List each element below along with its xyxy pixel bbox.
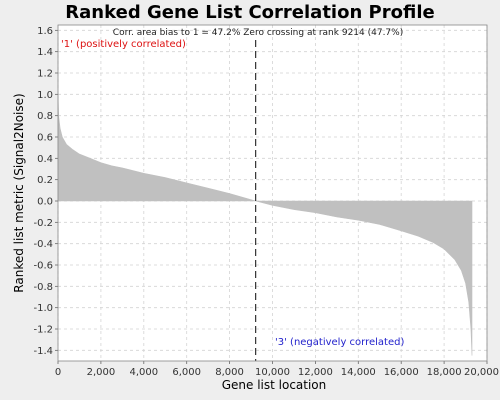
y-tick-label: -0.6 (33, 261, 53, 272)
y-tick-label: 0.2 (37, 175, 53, 186)
y-tick-label: -1.4 (33, 346, 53, 357)
x-tick-label: 6,000 (172, 367, 201, 378)
y-tick-label: -1.2 (33, 325, 53, 336)
x-tick-label: 18,000 (427, 367, 462, 378)
y-tick-label: 0.4 (37, 154, 53, 165)
y-tick-label: 0.0 (37, 197, 53, 208)
series-area (57, 94, 473, 356)
x-tick-label: 12,000 (298, 367, 333, 378)
y-tick-label: -1.0 (33, 303, 53, 314)
tick-layer: 1.6 1.4 1.2 1.0 0.8 0.6 0.4 0.2 0.0 -0.2 -0.4 -0.6 -… (33, 26, 499, 378)
y-tick-label: 1.0 (37, 90, 53, 101)
x-tick-label: 16,000 (384, 367, 419, 378)
plot-area-border (57, 24, 488, 362)
positive-correlation-label: '1' (positively correlated) (61, 39, 186, 50)
y-tick-label: 1.2 (37, 69, 53, 80)
y-tick-label: 0.8 (37, 111, 53, 122)
chart-title: Ranked Gene List Correlation Profile (65, 2, 434, 23)
y-tick-label: -0.8 (33, 282, 53, 293)
x-tick-label: 8,000 (215, 367, 244, 378)
y-tick-label: 0.6 (37, 133, 53, 144)
negative-correlation-label: '3' (negatively correlated) (275, 337, 404, 348)
x-tick-label: 0 (55, 367, 61, 378)
x-tick-label: 10,000 (255, 367, 290, 378)
x-tick-label: 14,000 (341, 367, 376, 378)
x-tick-label: 20,000 (464, 367, 499, 378)
y-tick-label: 1.6 (37, 26, 53, 37)
y-tick-label: 1.4 (37, 47, 53, 58)
x-axis-label: Gene list location (222, 378, 327, 392)
x-tick-label: 2,000 (87, 367, 116, 378)
series-layer (57, 94, 473, 356)
y-tick-label: -0.4 (33, 239, 53, 250)
y-tick-label: -0.2 (33, 218, 53, 229)
y-axis-label: Ranked list metric (Signal2Noise) (12, 93, 26, 292)
chart-annotation: Corr. area bias to 1 = 47.2% Zero crossi… (113, 28, 403, 38)
x-tick-label: 4,000 (129, 367, 158, 378)
